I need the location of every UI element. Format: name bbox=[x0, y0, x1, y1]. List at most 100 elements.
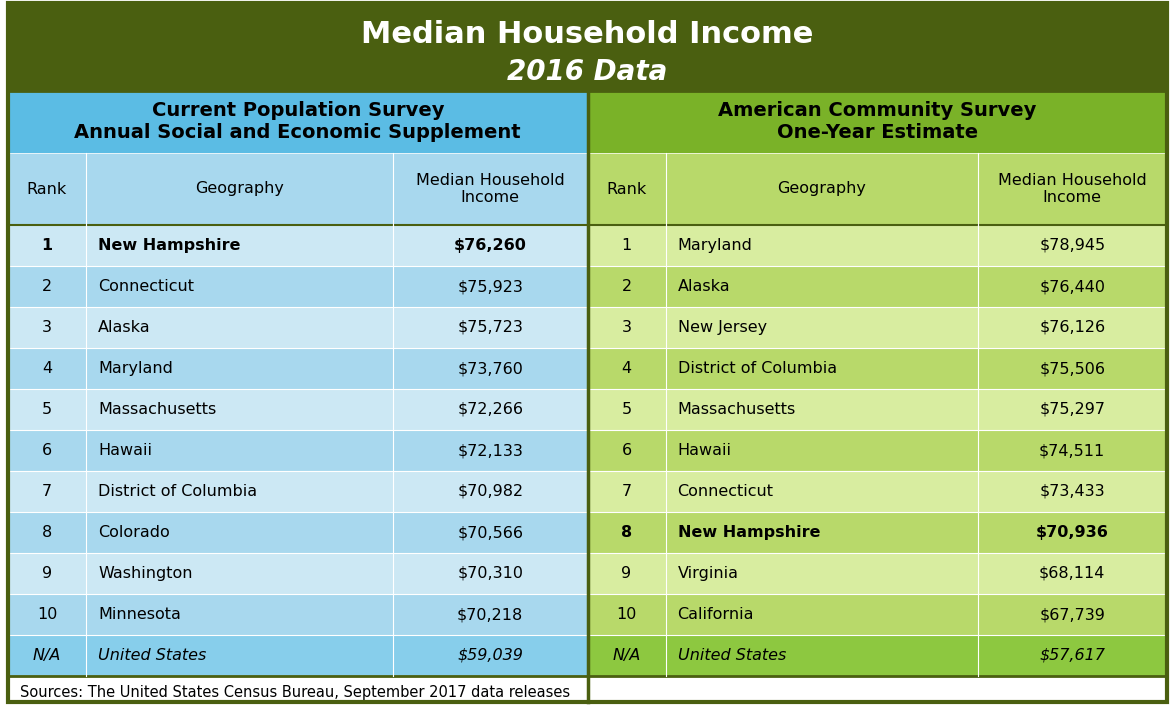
Bar bbox=[588, 635, 665, 676]
Bar bbox=[588, 594, 665, 635]
Text: Virginia: Virginia bbox=[678, 566, 739, 581]
Text: Colorado: Colorado bbox=[98, 525, 169, 540]
Bar bbox=[86, 389, 392, 430]
Text: California: California bbox=[678, 607, 754, 622]
Bar bbox=[86, 471, 392, 512]
Bar bbox=[392, 225, 588, 266]
Bar bbox=[978, 225, 1167, 266]
Text: 4: 4 bbox=[622, 361, 632, 376]
Text: 7: 7 bbox=[622, 484, 632, 499]
Bar bbox=[978, 430, 1167, 471]
Text: $75,297: $75,297 bbox=[1039, 402, 1106, 417]
Text: $59,039: $59,039 bbox=[457, 648, 523, 663]
Text: 5: 5 bbox=[622, 402, 632, 417]
Text: 4: 4 bbox=[42, 361, 52, 376]
Text: $67,739: $67,739 bbox=[1040, 607, 1106, 622]
Text: Washington: Washington bbox=[98, 566, 193, 581]
Text: N/A: N/A bbox=[612, 648, 640, 663]
Text: Alaska: Alaska bbox=[98, 320, 150, 335]
Bar bbox=[86, 225, 392, 266]
Text: $76,440: $76,440 bbox=[1039, 279, 1106, 294]
Bar bbox=[86, 512, 392, 553]
Bar bbox=[392, 471, 588, 512]
Text: $75,723: $75,723 bbox=[457, 320, 523, 335]
Bar bbox=[665, 153, 978, 225]
Bar bbox=[392, 553, 588, 594]
Bar bbox=[8, 3, 1167, 91]
Bar bbox=[8, 430, 86, 471]
Text: $70,566: $70,566 bbox=[457, 525, 523, 540]
Text: N/A: N/A bbox=[33, 648, 61, 663]
Text: $70,310: $70,310 bbox=[457, 566, 523, 581]
Text: Median Household Income: Median Household Income bbox=[362, 21, 813, 49]
Bar bbox=[978, 307, 1167, 348]
Bar bbox=[8, 91, 588, 153]
Text: 6: 6 bbox=[42, 443, 52, 458]
Text: Median Household
Income: Median Household Income bbox=[416, 173, 565, 205]
Bar bbox=[665, 348, 978, 389]
Bar bbox=[392, 430, 588, 471]
Bar bbox=[86, 635, 392, 676]
Bar bbox=[8, 389, 86, 430]
Bar bbox=[588, 91, 1167, 153]
Text: $70,982: $70,982 bbox=[457, 484, 523, 499]
Text: 8: 8 bbox=[42, 525, 52, 540]
Bar bbox=[588, 512, 665, 553]
Text: United States: United States bbox=[98, 648, 207, 663]
Text: Massachusetts: Massachusetts bbox=[98, 402, 216, 417]
Text: Massachusetts: Massachusetts bbox=[678, 402, 795, 417]
Bar bbox=[665, 512, 978, 553]
Text: 1: 1 bbox=[622, 238, 632, 253]
Text: $78,945: $78,945 bbox=[1039, 238, 1106, 253]
Bar bbox=[588, 389, 665, 430]
Text: 9: 9 bbox=[42, 566, 52, 581]
Text: Sources: The United States Census Bureau, September 2017 data releases: Sources: The United States Census Bureau… bbox=[20, 684, 570, 699]
Text: District of Columbia: District of Columbia bbox=[98, 484, 257, 499]
Text: New Hampshire: New Hampshire bbox=[678, 525, 820, 540]
Bar bbox=[588, 307, 665, 348]
Text: $76,126: $76,126 bbox=[1039, 320, 1106, 335]
Text: 6: 6 bbox=[622, 443, 632, 458]
Bar bbox=[86, 266, 392, 307]
Text: American Community Survey
One-Year Estimate: American Community Survey One-Year Estim… bbox=[718, 102, 1036, 143]
Text: $57,617: $57,617 bbox=[1040, 648, 1106, 663]
Bar bbox=[588, 553, 665, 594]
Text: 10: 10 bbox=[36, 607, 58, 622]
Text: $75,923: $75,923 bbox=[457, 279, 523, 294]
Bar bbox=[86, 153, 392, 225]
Text: 10: 10 bbox=[617, 607, 637, 622]
Text: 1: 1 bbox=[41, 238, 53, 253]
Text: Geography: Geography bbox=[777, 182, 866, 197]
Bar bbox=[978, 553, 1167, 594]
Bar bbox=[665, 553, 978, 594]
Text: $76,260: $76,260 bbox=[454, 238, 526, 253]
Bar bbox=[86, 430, 392, 471]
Bar bbox=[665, 594, 978, 635]
Bar bbox=[8, 471, 86, 512]
Text: 7: 7 bbox=[42, 484, 52, 499]
Bar bbox=[392, 348, 588, 389]
Bar bbox=[86, 348, 392, 389]
Bar bbox=[8, 266, 86, 307]
Text: Current Population Survey
Annual Social and Economic Supplement: Current Population Survey Annual Social … bbox=[74, 102, 521, 143]
Bar bbox=[8, 225, 86, 266]
Text: $72,266: $72,266 bbox=[457, 402, 523, 417]
Text: 2016 Data: 2016 Data bbox=[508, 58, 667, 86]
Bar bbox=[392, 307, 588, 348]
Bar bbox=[588, 225, 665, 266]
Bar bbox=[978, 594, 1167, 635]
Text: Rank: Rank bbox=[27, 182, 67, 197]
Text: 3: 3 bbox=[622, 320, 631, 335]
Text: 5: 5 bbox=[42, 402, 52, 417]
Bar bbox=[392, 153, 588, 225]
Bar bbox=[588, 471, 665, 512]
Text: Minnesota: Minnesota bbox=[98, 607, 181, 622]
Bar bbox=[8, 153, 86, 225]
Text: $73,760: $73,760 bbox=[457, 361, 523, 376]
Bar bbox=[978, 389, 1167, 430]
Bar bbox=[588, 266, 665, 307]
Bar bbox=[8, 676, 1167, 707]
Text: United States: United States bbox=[678, 648, 786, 663]
Text: New Jersey: New Jersey bbox=[678, 320, 766, 335]
Bar bbox=[978, 471, 1167, 512]
